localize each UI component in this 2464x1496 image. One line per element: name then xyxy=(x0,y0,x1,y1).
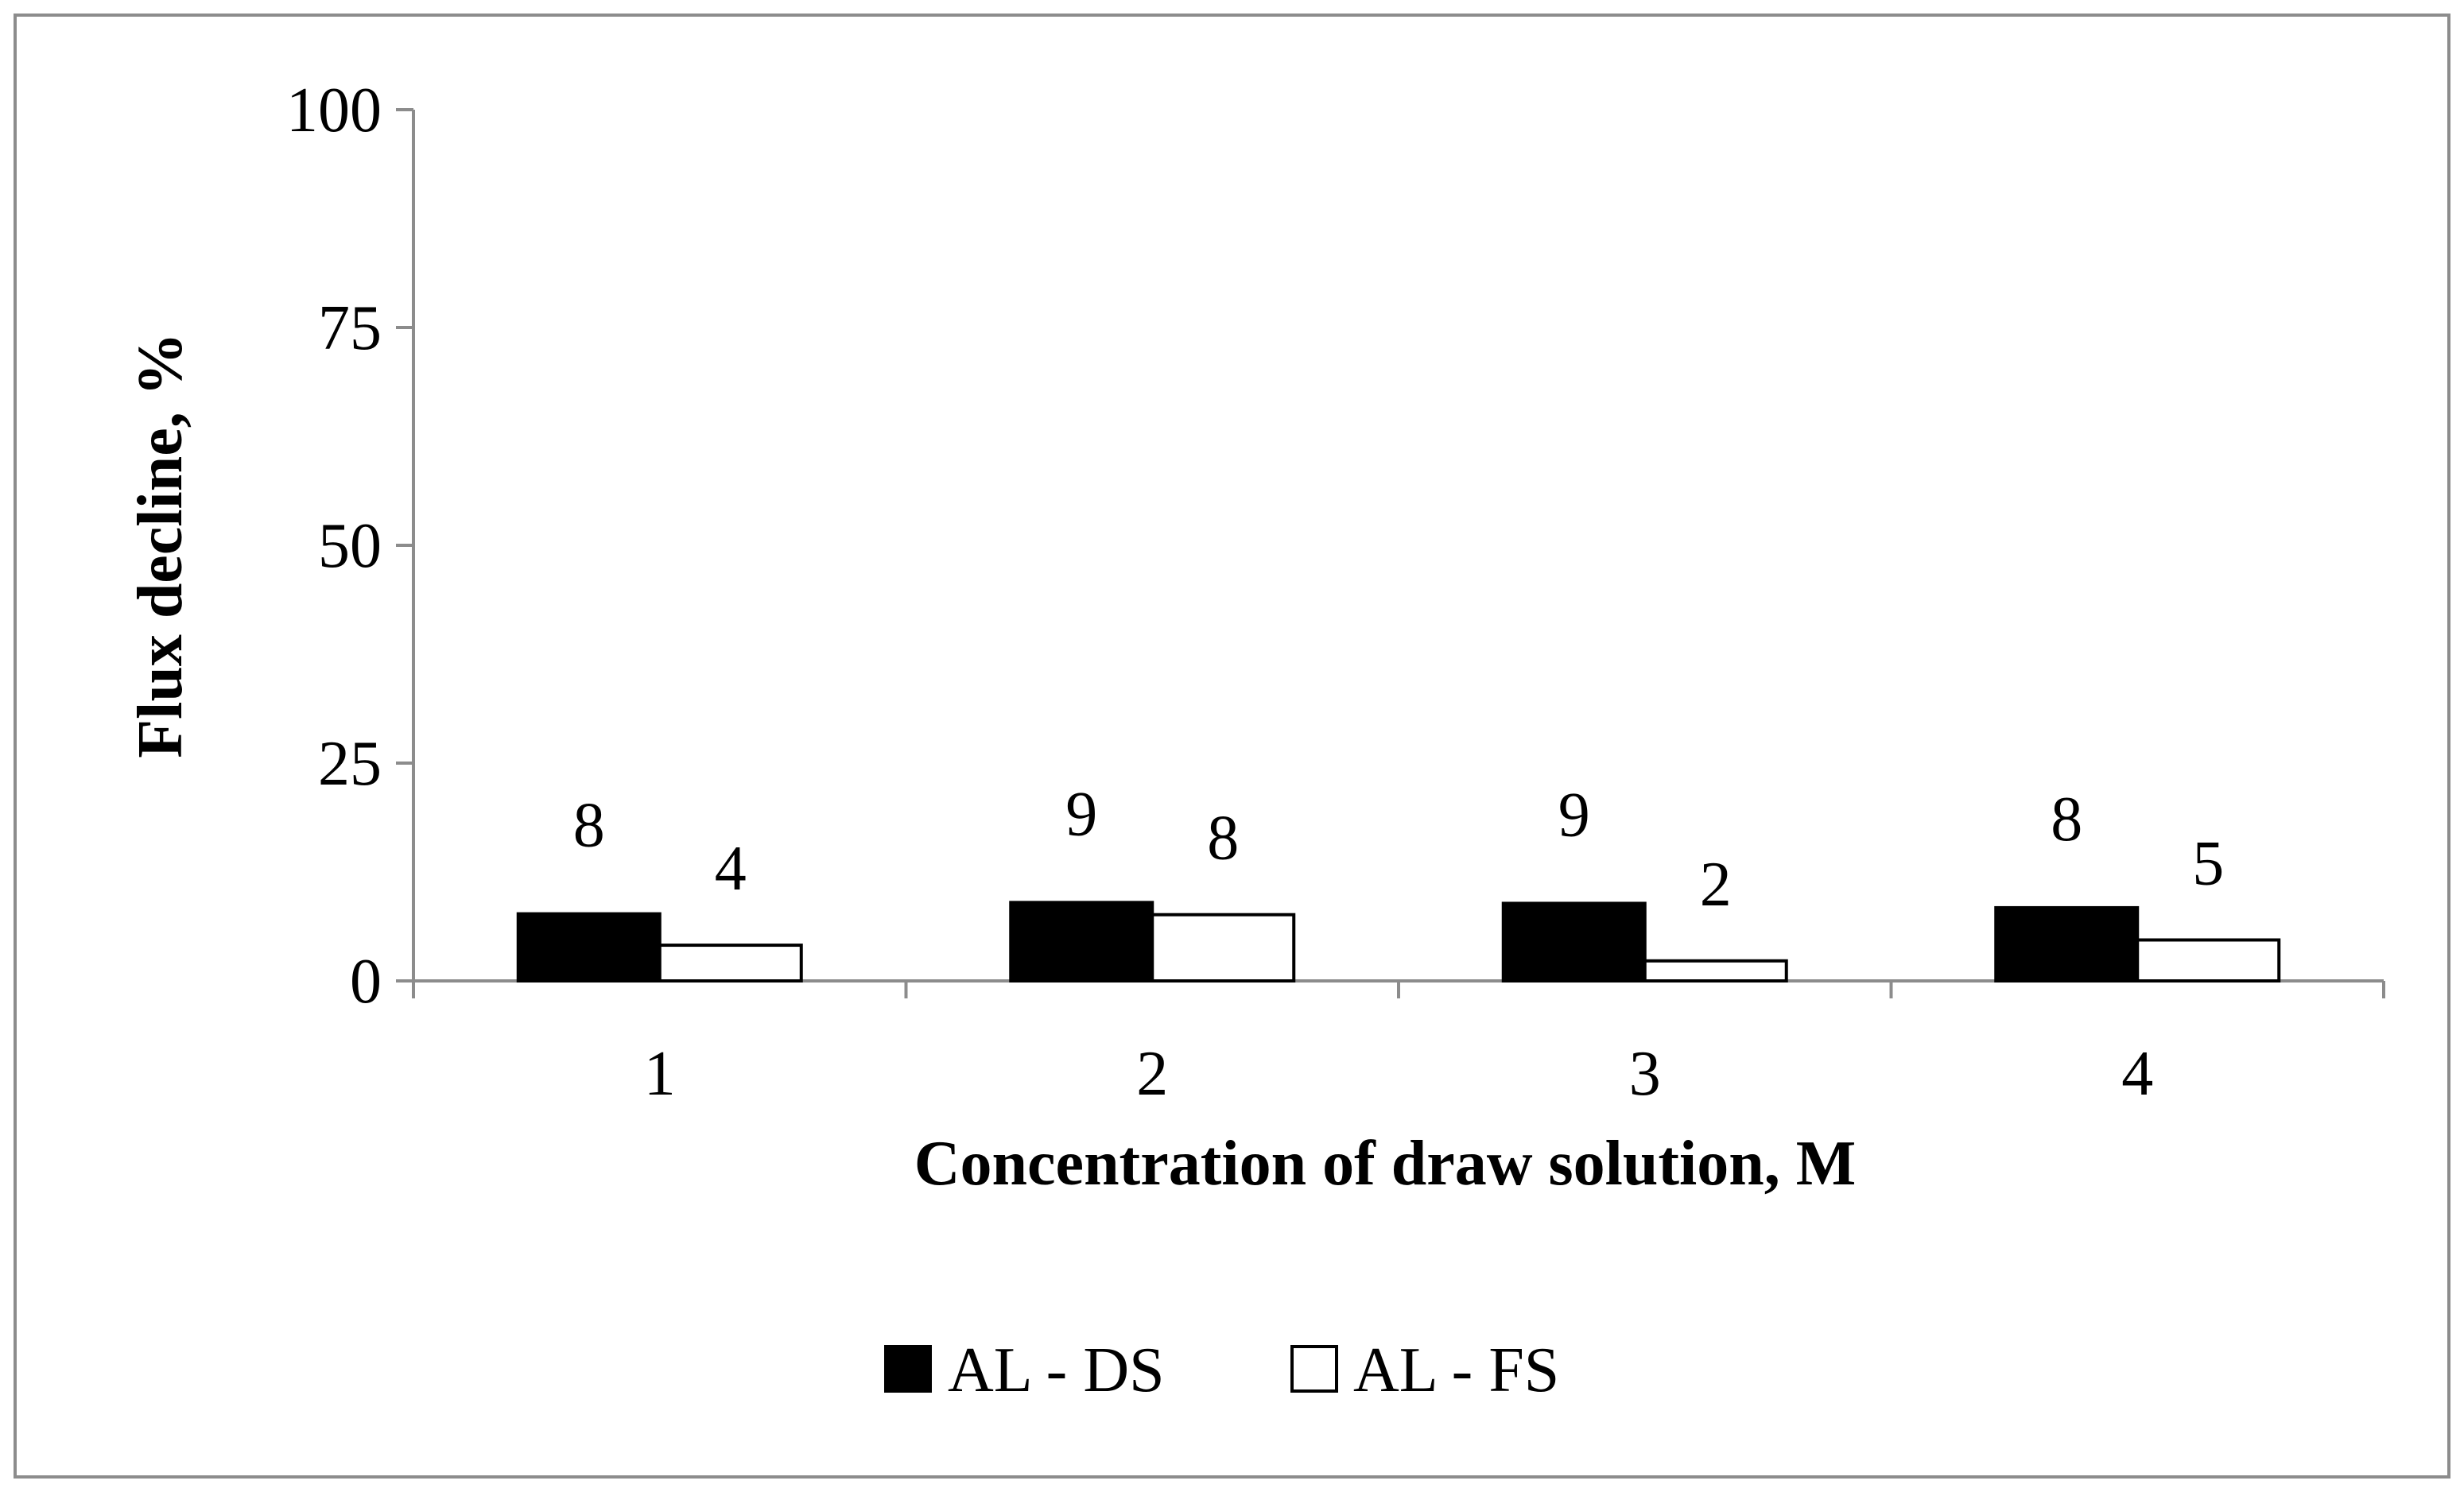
y-tick-label: 25 xyxy=(318,729,382,799)
data-label: 8 xyxy=(573,791,605,861)
x-tick-label: 2 xyxy=(1136,1039,1168,1109)
x-axis-title: Concentration of draw solution, M xyxy=(914,1129,1856,1199)
y-tick-label: 0 xyxy=(350,947,382,1017)
x-tick-label: 4 xyxy=(2121,1039,2153,1109)
data-label: 9 xyxy=(1558,780,1590,850)
bar-al-ds-3 xyxy=(1501,901,1647,983)
y-axis-title: Flux decline, % xyxy=(126,332,196,758)
data-label: 8 xyxy=(1207,804,1239,874)
y-tick-label: 75 xyxy=(318,293,382,363)
data-label: 2 xyxy=(1700,850,1732,920)
legend-label-al-ds: AL - DS xyxy=(948,1335,1165,1405)
legend-swatch-al-fs xyxy=(1290,1345,1338,1393)
data-label: 8 xyxy=(2051,785,2082,855)
bar-al-ds-4 xyxy=(1994,905,2140,983)
legend-label-al-fs: AL - FS xyxy=(1353,1335,1559,1405)
y-tick-label: 100 xyxy=(286,76,382,145)
y-tick-label: 50 xyxy=(318,511,382,581)
plot-area: 0 25 50 75 100 1 8 4 2 9 8 3 9 2 4 8 5 xyxy=(286,76,2385,1109)
bar-al-ds-2 xyxy=(1009,901,1154,982)
chart-border xyxy=(14,14,2450,1479)
data-label: 5 xyxy=(2192,828,2224,898)
bar-al-fs-1 xyxy=(658,944,803,982)
x-tick-label: 1 xyxy=(644,1039,676,1109)
data-label: 4 xyxy=(715,834,747,904)
legend: AL - DS AL - FS xyxy=(884,1335,1559,1405)
bar-al-ds-1 xyxy=(516,912,662,983)
legend-swatch-al-ds xyxy=(884,1345,932,1393)
bar-al-fs-3 xyxy=(1643,959,1788,982)
data-label: 9 xyxy=(1065,779,1097,849)
bar-al-fs-2 xyxy=(1151,913,1296,982)
x-tick-label: 3 xyxy=(1629,1039,1661,1109)
bar-al-fs-4 xyxy=(2136,938,2281,983)
